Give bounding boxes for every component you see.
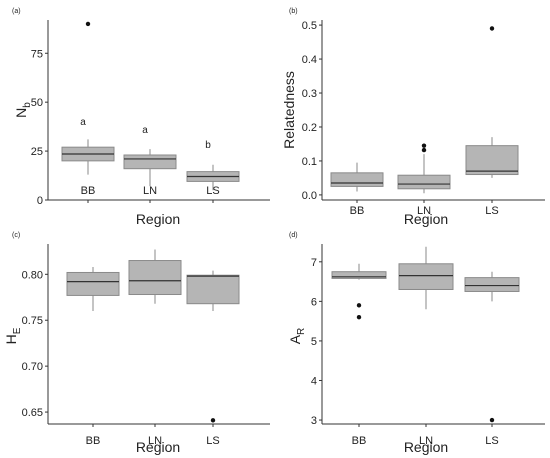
box-LS	[186, 274, 240, 305]
panel-b-y-title-main: Relatedness	[281, 71, 297, 149]
panel-a-x-tick-label: BB	[81, 185, 96, 197]
panel-a-y-tick-label: 25	[31, 146, 43, 158]
panel-c-x-tick-label: LS	[206, 435, 219, 447]
panel-d-y-tick-label: 4	[311, 375, 317, 387]
panel-b-y-tick-label: 0.4	[302, 54, 317, 66]
panel-c-label: (c)	[12, 232, 20, 239]
outlier-point	[356, 314, 362, 320]
outlier-point	[421, 143, 427, 148]
panel-d-y-title: AR	[287, 328, 307, 345]
panel-b-x-tick-label: LS	[485, 205, 498, 217]
box-BB	[330, 172, 384, 187]
panel-b-y-tick-label: 0.3	[302, 88, 317, 100]
outlier-point	[356, 303, 362, 308]
panel-b: (b) Relatedness Region 0.00.10.20.30.40.…	[281, 8, 545, 227]
significance-letter: b	[205, 140, 211, 151]
panel-d-x-tick-label: LS	[485, 435, 498, 447]
panel-d-y-tick-label: 5	[311, 336, 317, 348]
panel-d-y-tick-label: 3	[311, 415, 317, 427]
panel-d-y-tick-label: 6	[311, 296, 317, 308]
panel-c-y-tick-label: 0.80	[22, 269, 43, 281]
panel-a-x-title: Region	[136, 211, 180, 227]
box-LS	[464, 277, 520, 292]
panel-c-plot: 0.65 0.70 0.75 0.80 BB LN LS	[22, 244, 270, 447]
panel-d-plot: 3 4 5 6 7 BB LN LS	[311, 244, 545, 447]
box-LS	[465, 145, 519, 176]
panel-a-label: (a)	[12, 8, 21, 15]
outlier-point	[421, 147, 427, 153]
panel-d-label: (d)	[289, 232, 298, 239]
outlier-point	[489, 26, 495, 31]
panel-b-y-title: Relatedness	[281, 71, 297, 149]
panel-d: (d) AR Region 3 4 5 6 7 BB LN LS	[287, 232, 545, 455]
panel-a-x-tick-label: LS	[206, 185, 219, 197]
panel-c-y-tick-label: 0.75	[22, 315, 43, 327]
panel-a-y-title: Nb	[13, 102, 33, 118]
panel-b-x-tick-label: LN	[417, 205, 431, 217]
outlier-point	[210, 418, 216, 423]
panel-d-x-tick-label: BB	[352, 435, 367, 447]
outlier-point	[85, 21, 91, 27]
panel-b-x-title: Region	[404, 211, 448, 227]
panel-b-label: (b)	[289, 8, 298, 15]
panel-b-y-tick-label: 0.2	[302, 122, 317, 134]
panel-c-x-tick-label: LN	[148, 435, 162, 447]
panel-a-x-tick-label: LN	[143, 185, 157, 197]
significance-letter: a	[80, 117, 86, 128]
box-LN	[397, 174, 451, 190]
panel-b-x-tick-label: BB	[350, 205, 365, 217]
outlier-point	[489, 417, 495, 423]
significance-letter: a	[142, 125, 148, 136]
panel-a-y-title-sub: b	[22, 102, 33, 108]
panel-c-x-tick-label: BB	[86, 435, 101, 447]
panel-b-y-tick-label: 0.0	[302, 190, 317, 202]
panel-b-y-tick-label: 0.1	[302, 156, 317, 168]
box-BB	[331, 271, 387, 279]
panel-a-plot: 0 25 50 75 BB LN LS a a b	[31, 20, 270, 207]
panel-c-y-title-sub: E	[12, 327, 23, 334]
panel-c: (c) HE Region 0.65 0.70 0.75 0.80 BB LN LS	[3, 232, 270, 455]
panel-a-y-tick-label: 0	[37, 195, 43, 207]
panel-c-y-tick-label: 0.70	[22, 361, 43, 373]
panel-d-x-title: Region	[404, 439, 448, 455]
box-BB	[66, 271, 120, 296]
panel-d-y-title-sub: R	[296, 328, 307, 335]
panel-c-y-title-main: H	[3, 334, 19, 344]
panel-a-y-title-main: N	[13, 108, 29, 118]
panel-a-y-tick-label: 75	[31, 48, 43, 60]
box-LN	[123, 154, 177, 170]
panel-a: (a) Nb Region 0 25 50 75 BB LN LS a a b	[12, 8, 270, 227]
panel-c-x-title: Region	[136, 439, 180, 455]
panel-d-y-title-main: A	[287, 334, 303, 344]
panel-c-y-tick-label: 0.65	[22, 407, 43, 419]
box-LN	[398, 263, 454, 290]
panel-b-y-tick-label: 0.5	[302, 20, 317, 32]
panel-a-y-tick-label: 50	[31, 97, 43, 109]
panel-c-y-title: HE	[3, 327, 23, 344]
panel-b-plot: 0.0 0.1 0.2 0.3 0.4 0.5 BB LN LS	[302, 20, 545, 217]
box-LN	[128, 260, 182, 296]
panel-d-x-tick-label: LN	[419, 435, 433, 447]
panel-d-y-tick-label: 7	[311, 257, 317, 269]
